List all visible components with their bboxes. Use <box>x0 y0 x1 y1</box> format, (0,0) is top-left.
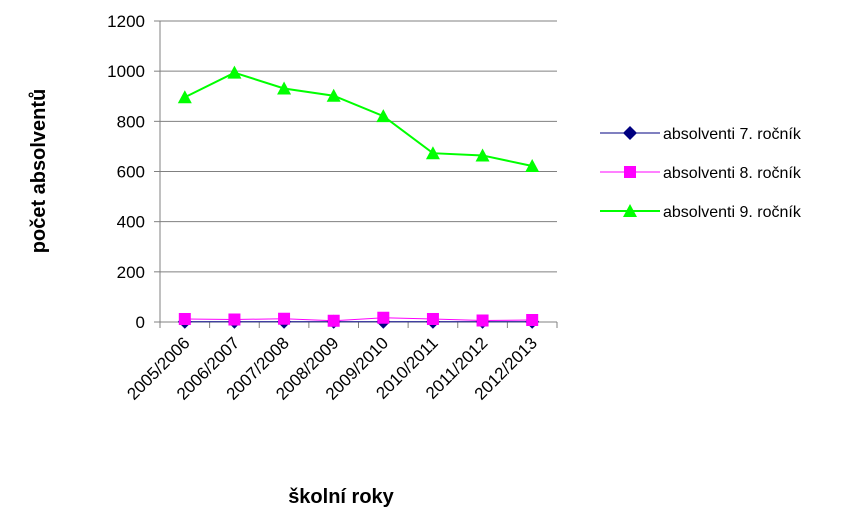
series-layer <box>177 65 540 329</box>
data-point-series-2 <box>476 314 489 327</box>
x-axis-title: školní roky <box>288 486 394 508</box>
axes <box>154 20 558 328</box>
y-tick-labels: 0 200 400 600 800 1000 1200 <box>107 12 145 332</box>
y-axis-title: počet absolventů <box>28 89 50 253</box>
data-point-series-3 <box>475 148 490 162</box>
data-point-series-2 <box>526 313 539 326</box>
data-point-series-3 <box>227 65 242 79</box>
series-line-2 <box>184 317 533 322</box>
legend-label: absolventi 9. ročník <box>663 204 802 221</box>
data-point-series-2 <box>327 314 340 327</box>
y-tick-label: 800 <box>117 112 145 131</box>
data-point-series-2 <box>228 313 241 326</box>
data-point-series-3 <box>525 158 540 172</box>
legend-label: absolventi 8. ročník <box>663 165 802 182</box>
y-tick-label: 200 <box>117 263 145 282</box>
data-point-series-2 <box>377 311 390 324</box>
data-point-series-2 <box>178 312 191 325</box>
series-line-3 <box>184 71 533 167</box>
data-point-series-3 <box>425 146 440 160</box>
data-point-series-2 <box>426 312 439 325</box>
data-point-series-2 <box>278 312 291 325</box>
legend-marker <box>623 204 637 217</box>
gridlines <box>160 20 557 273</box>
x-tick-labels: 2005/20062006/20072007/20082008/20092009… <box>123 333 541 403</box>
data-point-series-3 <box>277 81 292 95</box>
y-tick-label: 1000 <box>107 62 145 81</box>
legend-marker <box>623 126 637 140</box>
legend-label: absolventi 7. ročník <box>663 126 802 143</box>
data-point-series-3 <box>376 109 391 123</box>
y-tick-label: 1200 <box>107 12 145 31</box>
legend: absolventi 7. ročník absolventi 8. ročník… <box>600 126 802 221</box>
y-tick-label: 0 <box>136 313 145 332</box>
data-point-series-3 <box>326 88 341 102</box>
data-point-series-3 <box>177 90 192 104</box>
y-tick-label: 400 <box>117 213 145 232</box>
legend-marker <box>624 166 636 178</box>
y-tick-label: 600 <box>117 163 145 182</box>
